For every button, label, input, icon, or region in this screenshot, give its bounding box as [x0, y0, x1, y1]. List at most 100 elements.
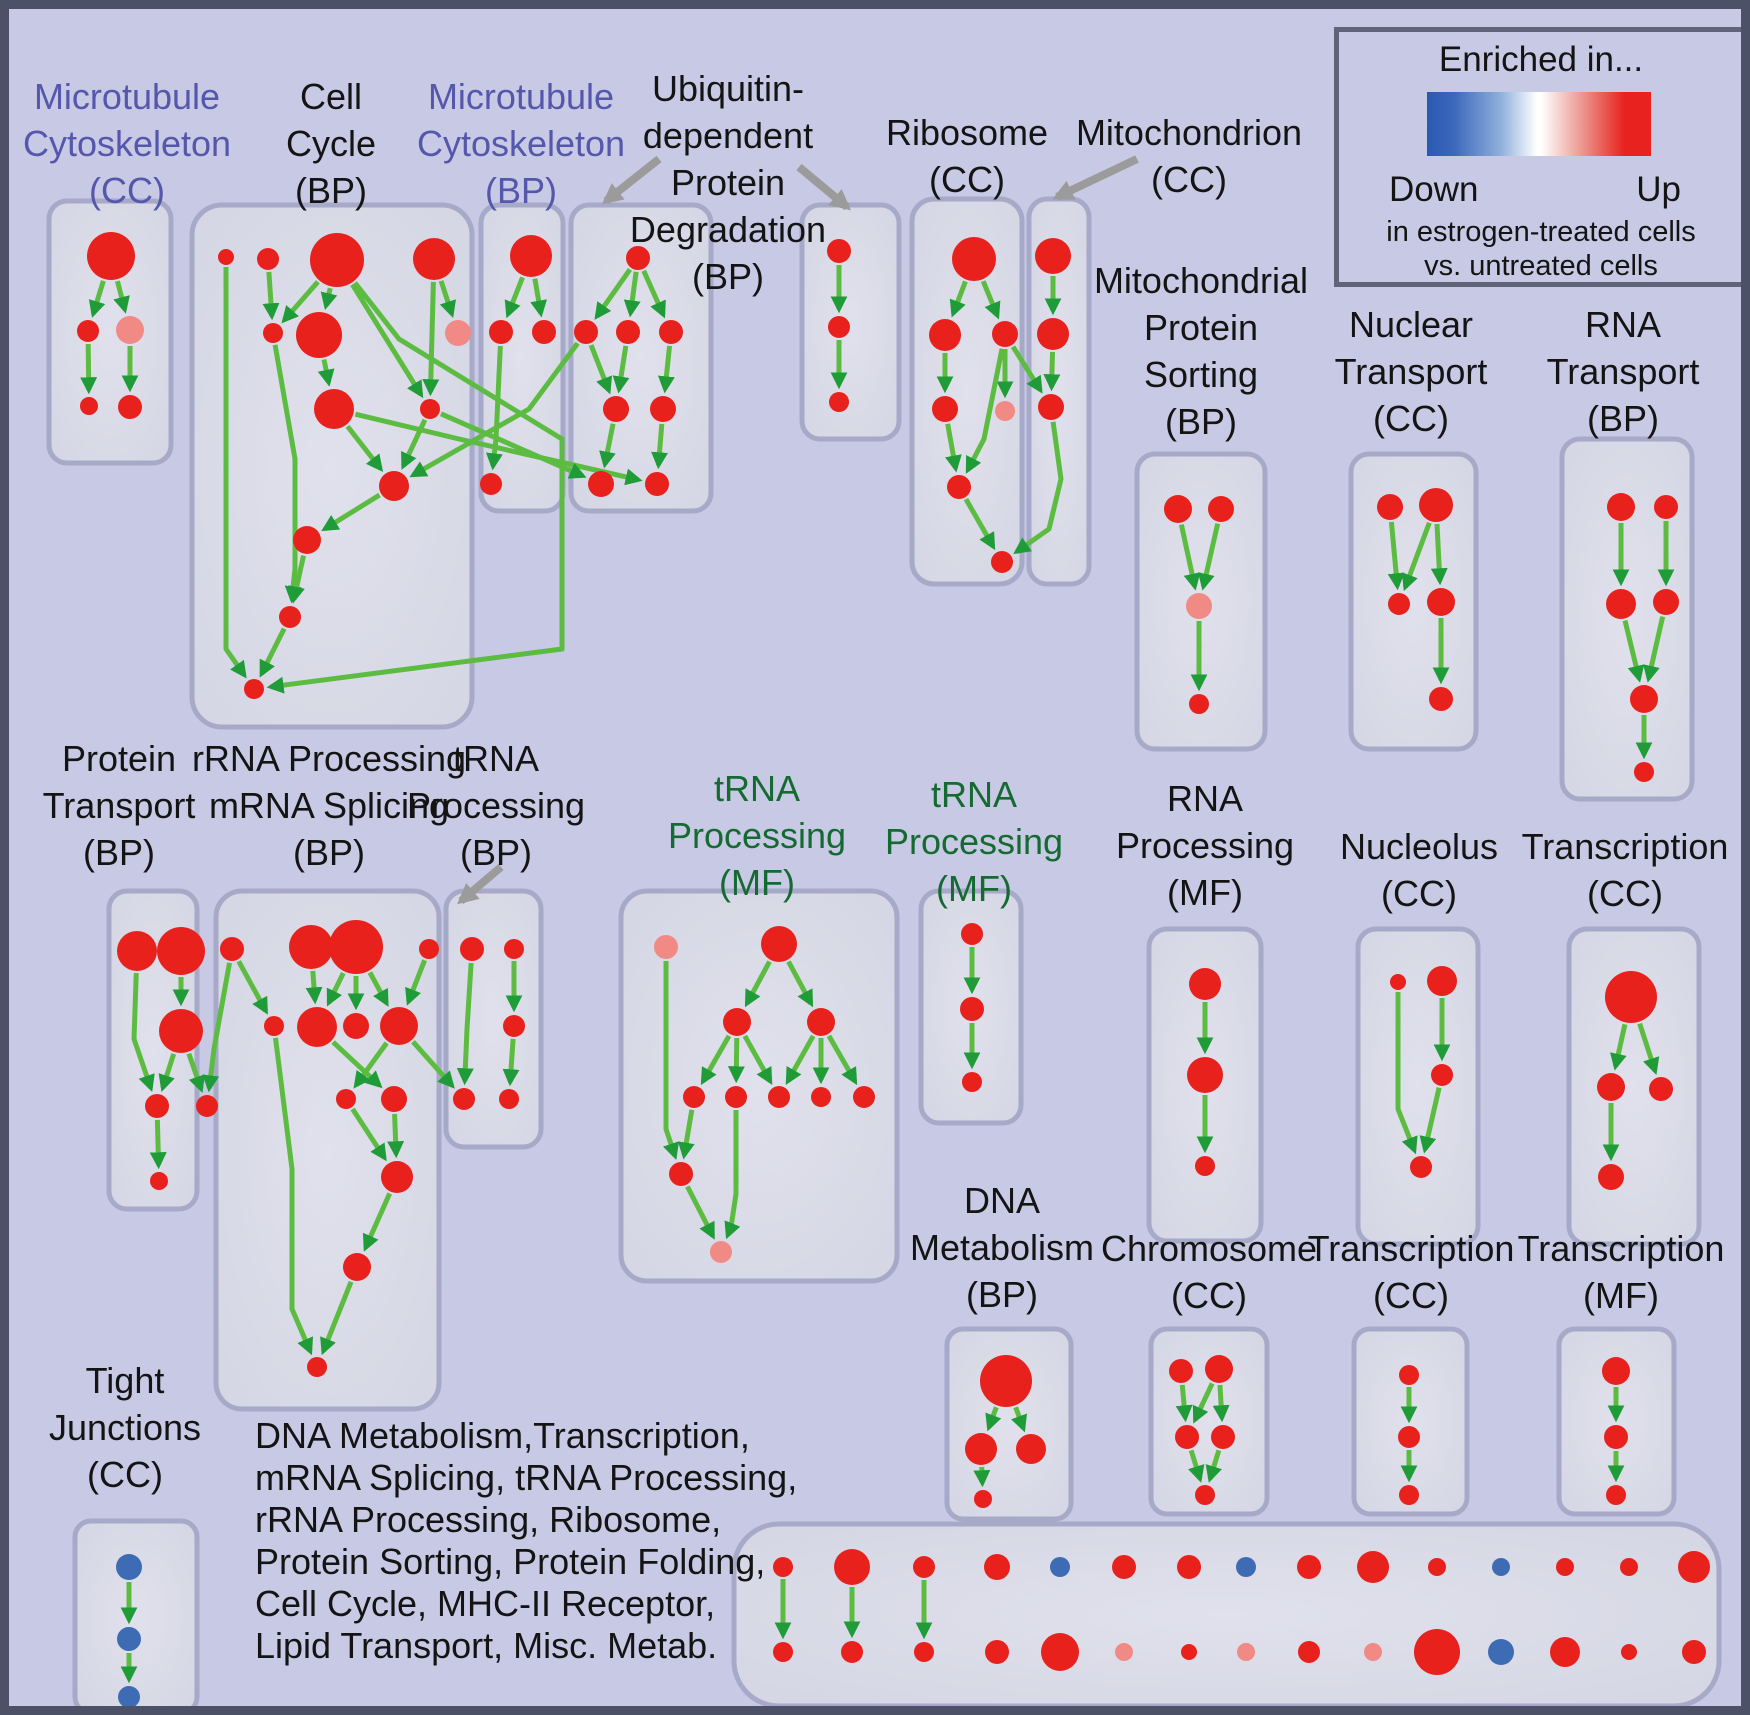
go-edge-arrow: [612, 345, 630, 394]
go-edge-arrow: [266, 281, 565, 694]
go-term-node: [293, 526, 321, 554]
go-term-node: [1189, 968, 1221, 1000]
label-pointer-arrow: [601, 155, 662, 205]
go-edge-arrow: [826, 1034, 858, 1086]
cluster-label: Mitochondrial Protein Sorting (BP): [1093, 260, 1309, 442]
cluster-label: Protein Transport (BP): [42, 738, 196, 873]
go-term-node: [289, 925, 333, 969]
go-term-node: [645, 472, 669, 496]
go-term-node: [1682, 1640, 1706, 1664]
go-term-node: [947, 475, 971, 499]
go-term-node: [1236, 1557, 1256, 1577]
go-edge-arrow: [685, 1185, 716, 1240]
go-edge-arrow: [1622, 619, 1645, 683]
go-term-node: [118, 395, 142, 419]
go-term-node: [504, 939, 524, 959]
go-edge-arrow: [1387, 521, 1405, 591]
go-edge-arrow: [149, 1119, 167, 1170]
legend-gradient-bar: [1427, 92, 1651, 156]
go-edge-arrow: [1043, 351, 1061, 392]
go-term-node: [1604, 1425, 1628, 1449]
go-term-node: [1429, 687, 1453, 711]
go-term-node: [1388, 593, 1410, 615]
go-term-node: [683, 1086, 705, 1108]
go-edge-arrow: [273, 1037, 314, 1356]
go-term-node: [379, 471, 409, 501]
cluster-box: [478, 202, 566, 514]
go-edge-arrow: [262, 271, 280, 321]
go-edge-arrow: [362, 1192, 392, 1252]
go-edge-arrow: [949, 280, 968, 318]
go-term-node: [980, 1355, 1032, 1407]
go-term-node: [499, 1089, 519, 1109]
go-term-node: [489, 320, 513, 344]
go-edge-arrow: [1401, 521, 1432, 592]
nodes-layer: [77, 232, 1710, 1706]
go-term-node: [1399, 1365, 1419, 1385]
go-term-node: [1208, 496, 1234, 522]
go-term-node: [913, 1556, 935, 1578]
go-term-node: [1398, 1426, 1420, 1448]
go-edge-arrow: [439, 411, 587, 479]
cluster-label: Microtubule Cytoskeleton (CC): [22, 76, 232, 211]
go-edge-arrow: [657, 345, 675, 394]
go-edge-arrow: [202, 962, 232, 1093]
go-edge-arrow: [1637, 1022, 1660, 1075]
go-term-node: [965, 1433, 997, 1465]
cluster-label: RNA Transport (BP): [1546, 304, 1700, 439]
go-edge-arrow: [1011, 1406, 1027, 1433]
go-edge-arrow: [438, 280, 456, 319]
go-term-node: [834, 1549, 870, 1585]
go-term-node: [1427, 588, 1455, 616]
go-term-node: [669, 1162, 693, 1186]
go-term-node: [381, 1086, 407, 1112]
go-term-node: [995, 401, 1015, 421]
go-term-node: [929, 319, 961, 351]
go-term-node: [343, 1253, 371, 1281]
go-term-node: [116, 316, 144, 344]
cluster-label: Chromosome (CC): [1100, 1228, 1318, 1316]
go-term-node: [1038, 394, 1064, 420]
cluster-box: [189, 202, 475, 730]
go-term-node: [1035, 238, 1071, 274]
go-edge-arrow: [1395, 992, 1418, 1155]
cluster-label: Nucleolus (CC): [1339, 826, 1499, 914]
go-term-node: [773, 1557, 793, 1577]
go-term-node: [992, 321, 1018, 347]
go-edge-arrow: [963, 497, 996, 551]
go-edge-arrow: [1610, 1023, 1628, 1071]
label-pointer-arrow: [1052, 155, 1139, 201]
go-term-node: [984, 1554, 1010, 1580]
label-pointer-arrow: [457, 863, 504, 905]
go-edge-arrow: [1430, 523, 1448, 586]
go-edge-arrow: [320, 287, 338, 310]
go-term-node: [650, 396, 676, 422]
cluster-box: [568, 202, 714, 514]
go-term-node: [574, 320, 598, 344]
legend: Enriched in... Down Up in estrogen-treat…: [1334, 27, 1741, 287]
go-term-node: [453, 1088, 475, 1110]
go-term-node: [445, 320, 471, 346]
cluster-box: [72, 1518, 200, 1706]
go-term-node: [310, 233, 364, 287]
go-edge-arrow: [259, 627, 287, 678]
go-term-node: [773, 1642, 793, 1662]
go-term-node: [307, 1357, 327, 1377]
go-edge-arrow: [320, 1280, 354, 1356]
go-edge-arrow: [186, 1052, 205, 1094]
cluster-box: [618, 888, 900, 1284]
go-term-node: [196, 1095, 218, 1117]
go-edge-arrow: [641, 269, 666, 319]
go-edge-arrow: [504, 276, 525, 319]
go-term-node: [659, 320, 683, 344]
go-edge-arrow: [288, 555, 306, 604]
go-term-node: [419, 939, 439, 959]
go-edge-arrow: [345, 424, 384, 472]
go-edge-arrow: [965, 348, 1005, 474]
cluster-label: Tight Junctions (CC): [48, 1360, 202, 1495]
cluster-label: Transcription (CC): [1307, 1228, 1515, 1316]
go-term-node: [503, 1015, 525, 1037]
go-term-node: [1050, 1557, 1070, 1577]
cluster-box: [1348, 451, 1479, 752]
